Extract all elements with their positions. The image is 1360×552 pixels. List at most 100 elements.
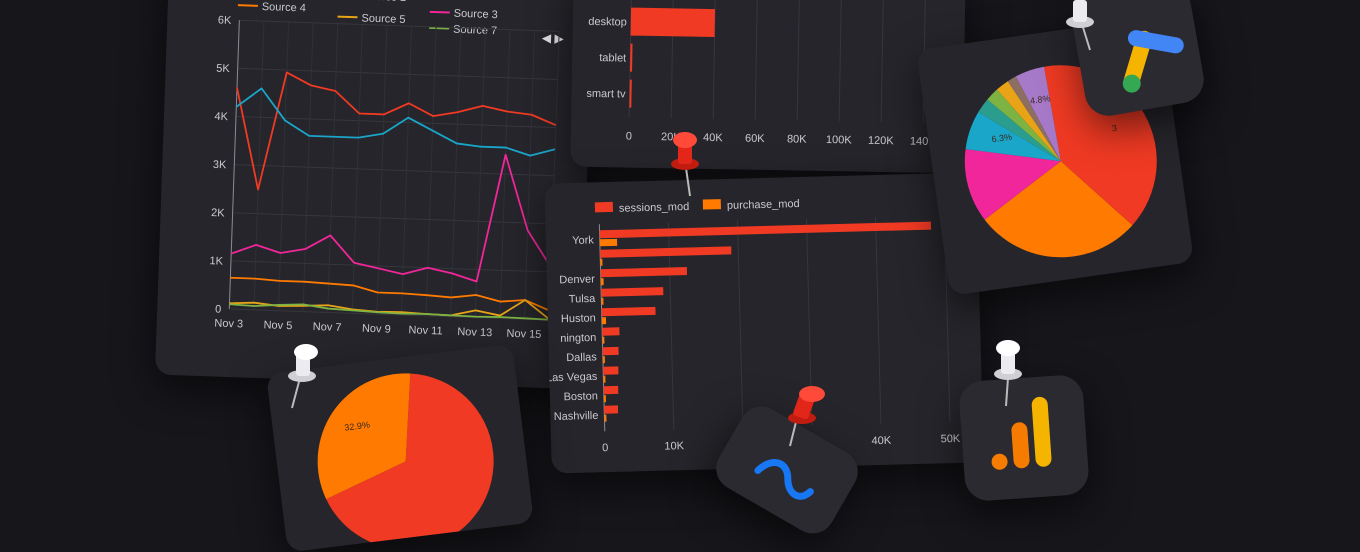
- bar-purchase: [602, 356, 605, 364]
- bar-sessions: [603, 366, 619, 375]
- city-bars: [599, 221, 932, 422]
- grid-line: [327, 23, 339, 313]
- x-tick-label: 10K: [664, 440, 685, 453]
- category-label: Huston: [561, 312, 596, 325]
- bar-purchase: [604, 414, 607, 422]
- category-label: Denver: [559, 273, 595, 286]
- line-x-axis: Nov 3 Nov 5 Nov 7 Nov 9 Nov 11 Nov 13 Nov 15: [214, 318, 541, 341]
- category-label: York: [572, 234, 594, 247]
- bar-purchase: [600, 258, 603, 266]
- bar-sessions: [602, 346, 619, 356]
- y-tick-label: 6K: [218, 14, 233, 26]
- pie-slice: [987, 89, 1061, 162]
- pin-white-icon: [1066, 0, 1094, 51]
- legend-swatch: [702, 199, 722, 210]
- grid-line: [838, 0, 843, 122]
- x-tick-label: 60K: [745, 133, 765, 145]
- city-legend: sessions_mod purchase_mod: [594, 198, 800, 215]
- category-label: Tulsa: [569, 293, 597, 306]
- legend-swatch: [429, 26, 450, 30]
- line-y-axis: 6K 5K 4K 3K 2K 1K 0: [209, 14, 233, 315]
- device-bar-card: desktop tablet smart tv 0 20K 40K 60K 80K 100K 1…: [570, 0, 966, 174]
- pin-red-icon: [671, 132, 699, 197]
- x-tick-label: Nov 3: [214, 318, 243, 331]
- legend-label: Source 7: [453, 24, 497, 38]
- grid-line: [450, 27, 462, 317]
- grid-line: [670, 0, 675, 119]
- bar-sessions: [601, 287, 664, 297]
- google-analytics-tile: [957, 373, 1091, 503]
- grid-line: [875, 217, 882, 424]
- bar-sessions: [601, 306, 656, 317]
- category-label: Dallas: [566, 351, 597, 364]
- pie-card-right: 3 6.3% 4.8%: [915, 16, 1195, 296]
- grid-line: [229, 308, 550, 321]
- line-grid: [228, 19, 560, 321]
- bar: [629, 43, 633, 72]
- grid-line: [712, 0, 717, 120]
- bar-sessions: [604, 405, 619, 414]
- grid-line: [253, 21, 265, 310]
- grid-line: [474, 28, 486, 318]
- bar-purchase: [600, 278, 604, 286]
- grid-line: [880, 0, 885, 122]
- pie-slice-label: 3: [1111, 123, 1117, 134]
- bar-purchase: [603, 395, 607, 403]
- bar-purchase: [599, 238, 618, 247]
- grid-line: [351, 24, 363, 314]
- legend-label: Source 5: [361, 12, 405, 26]
- bar-sessions: [599, 221, 932, 239]
- legend-swatch: [337, 15, 358, 19]
- grid-line: [499, 29, 511, 319]
- google-analytics-logo-icon: [991, 396, 1052, 470]
- line-series: [229, 71, 557, 321]
- x-tick-label: Nov 5: [263, 319, 292, 332]
- legend-label: Source 3: [454, 8, 498, 22]
- x-tick-label: 40K: [703, 132, 723, 144]
- category-label: Nashville: [554, 410, 599, 423]
- grid-line: [523, 30, 536, 320]
- bar-purchase: [603, 375, 606, 383]
- bar: [629, 79, 632, 108]
- series-line-4: [230, 276, 550, 312]
- city-grid: [598, 215, 951, 432]
- grid-line: [754, 0, 759, 120]
- pie-slices-right: 3 6.3% 4.8%: [964, 65, 1157, 258]
- pie-slice: [1015, 66, 1061, 162]
- bar: [630, 7, 716, 38]
- grid-line: [736, 220, 744, 428]
- pie-slice-label: 6.3%: [991, 132, 1013, 145]
- google-ads-tile: [1068, 0, 1208, 120]
- series-line-5: [229, 299, 550, 320]
- legend-label: purchase_mod: [727, 198, 800, 212]
- grid-line: [239, 19, 560, 32]
- grid-line: [796, 0, 801, 121]
- city-categories: York Denver Tulsa Huston nington Dallas Las Ve…: [546, 234, 599, 423]
- legend-label: Source 4: [262, 1, 306, 15]
- x-tick-label: Nov 11: [408, 324, 442, 337]
- y-axis-line: [228, 20, 240, 310]
- legend-swatch: [594, 201, 614, 213]
- grid-line: [232, 212, 553, 225]
- pin-white-icon: [288, 344, 318, 409]
- legend-label: sessions_mod: [619, 201, 690, 215]
- grid-line: [302, 22, 314, 312]
- x-tick-label: 120K: [868, 135, 895, 147]
- pager-arrows-icon[interactable]: ◀ ▶: [542, 31, 565, 46]
- pin-red-icon: [788, 386, 825, 447]
- series-line-2: [235, 87, 556, 157]
- pie-chart-right: 3 6.3% 4.8%: [964, 65, 1157, 258]
- series-line-3: [230, 153, 552, 283]
- series-line-1: [236, 71, 557, 191]
- category-label: desktop: [588, 16, 627, 29]
- device-categories: desktop tablet smart tv: [586, 16, 627, 101]
- pie-slice: [1007, 76, 1061, 162]
- x-tick-label: Nov 7: [313, 321, 342, 334]
- pie-slice: [996, 81, 1061, 162]
- pie-slice: [965, 112, 1061, 162]
- x-tick-label: Nov 15: [506, 328, 541, 341]
- bar-sessions: [602, 327, 620, 336]
- category-label: Boston: [563, 390, 598, 403]
